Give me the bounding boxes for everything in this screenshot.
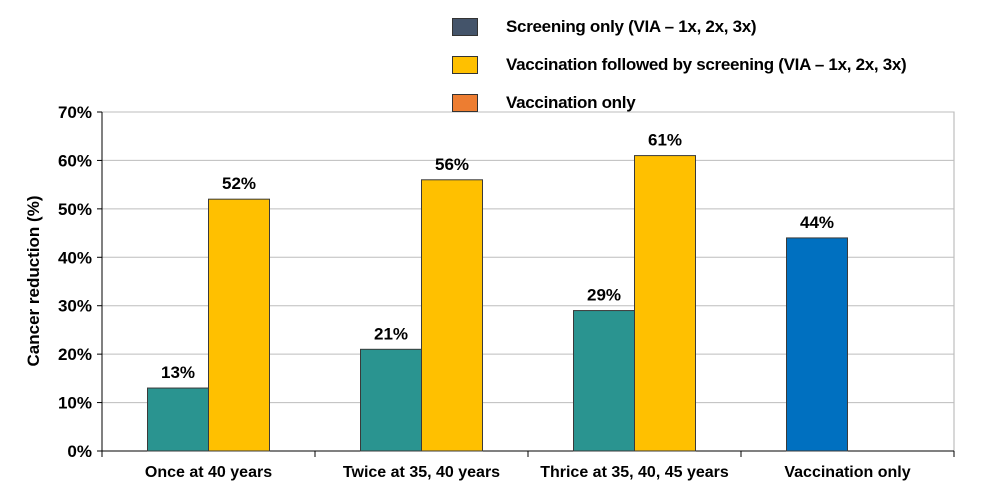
y-tick-label: 40% <box>58 248 92 267</box>
data-label: 13% <box>161 363 195 382</box>
legend-item-vaccination-followed-by-screening: Vaccination followed by screening (VIA –… <box>452 46 907 84</box>
y-tick-label: 50% <box>58 200 92 219</box>
bar <box>786 237 848 452</box>
y-tick-label: 70% <box>58 103 92 122</box>
x-tick-label: Thrice at 35, 40, 45 years <box>540 464 729 481</box>
bar <box>573 310 635 452</box>
data-label: 21% <box>374 324 408 343</box>
bar <box>421 179 483 452</box>
data-label: 52% <box>222 174 256 193</box>
legend-swatch-vaccination-only <box>452 94 478 112</box>
y-tick-label: 0% <box>67 442 92 461</box>
data-label: 29% <box>587 286 621 305</box>
x-tick-label: Vaccination only <box>784 464 910 481</box>
y-tick-label: 10% <box>58 394 92 413</box>
data-label: 44% <box>800 213 834 232</box>
bar <box>208 198 270 452</box>
legend-label-screening-only: Screening only (VIA – 1x, 2x, 3x) <box>506 17 757 36</box>
y-axis-label: Cancer reduction (%) <box>24 195 43 367</box>
legend-swatch-screening-only <box>452 18 478 36</box>
bar <box>634 155 696 452</box>
data-label: 61% <box>648 131 682 150</box>
y-tick-label: 20% <box>58 345 92 364</box>
legend-item-vaccination-only: Vaccination only <box>452 84 906 122</box>
legend-swatch-vaccination-followed-by-screening <box>452 56 478 74</box>
bar <box>360 348 422 452</box>
legend-label-vaccination-followed-by-screening: Vaccination followed by screening (VIA –… <box>506 55 907 74</box>
legend: Screening only (VIA – 1x, 2x, 3x) Vaccin… <box>452 8 907 122</box>
x-tick-label: Twice at 35, 40 years <box>343 464 500 481</box>
y-tick-label: 60% <box>58 151 92 170</box>
y-tick-label: 30% <box>58 297 92 316</box>
x-tick-label: Once at 40 years <box>145 464 272 481</box>
legend-item-screening-only: Screening only (VIA – 1x, 2x, 3x) <box>452 8 906 46</box>
legend-label-vaccination-only: Vaccination only <box>506 93 636 112</box>
bar <box>147 387 209 452</box>
data-label: 56% <box>435 155 469 174</box>
